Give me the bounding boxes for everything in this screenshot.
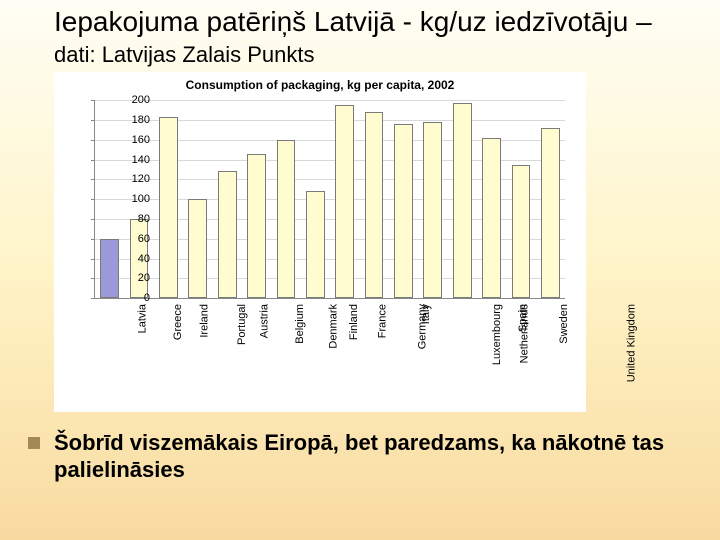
xtick-label: Italy — [421, 304, 433, 324]
slide-subtitle: dati: Latvijas Zalais Punkts — [0, 38, 720, 68]
bar — [218, 171, 237, 298]
xtick-label: United Kingdom — [626, 304, 638, 382]
xtick-label: Luxembourg — [491, 304, 503, 365]
xtick-label: Spain — [517, 304, 529, 332]
ytick-mark — [91, 298, 95, 299]
bar — [453, 103, 472, 298]
ytick-label: 200 — [122, 94, 150, 106]
ytick-label: 180 — [122, 114, 150, 126]
xtick-label: Denmark — [328, 304, 340, 349]
bullet-text: Šobrīd viszemākais Eiropā, bet paredzams… — [54, 430, 680, 483]
xtick-label: Portugal — [236, 304, 248, 345]
bar — [188, 199, 207, 298]
bar — [394, 124, 413, 298]
ytick-label: 120 — [122, 173, 150, 185]
bullet-icon — [28, 437, 40, 449]
xtick-label: France — [376, 304, 388, 338]
bar — [277, 140, 296, 298]
xtick-label: Belgium — [293, 304, 305, 344]
bar — [541, 128, 560, 298]
slide: Iepakojuma patēriņš Latvijā - kg/uz iedz… — [0, 0, 720, 483]
slide-title: Iepakojuma patēriņš Latvijā - kg/uz iedz… — [0, 6, 720, 38]
xtick-label: Ireland — [199, 304, 211, 338]
bars-group — [95, 100, 565, 298]
chart-container: Consumption of packaging, kg per capita,… — [54, 72, 586, 412]
ytick-label: 80 — [122, 213, 150, 225]
bar — [335, 105, 354, 298]
ytick-label: 100 — [122, 193, 150, 205]
bar — [159, 117, 178, 298]
bar — [423, 122, 442, 298]
bar — [100, 239, 119, 298]
bar — [306, 191, 325, 298]
xtick-label: Austria — [258, 304, 270, 338]
ytick-label: 140 — [122, 154, 150, 166]
chart-xlabels: Latvia Greece Ireland Portugal Austria Belgiu… — [94, 300, 564, 400]
xtick-label: Finland — [348, 304, 360, 340]
bar — [365, 112, 384, 298]
ytick-label: 40 — [122, 253, 150, 265]
ytick-label: 20 — [122, 272, 150, 284]
bar — [247, 154, 266, 299]
ytick-label: 60 — [122, 233, 150, 245]
bullet-item: Šobrīd viszemākais Eiropā, bet paredzams… — [0, 412, 720, 483]
bar — [512, 165, 531, 299]
bar — [482, 138, 501, 298]
xtick-label: Latvia — [136, 304, 148, 333]
xtick-label: Greece — [172, 304, 184, 340]
chart-title: Consumption of packaging, kg per capita,… — [54, 72, 586, 92]
chart-plot-area — [94, 100, 565, 299]
xtick-label: Sweden — [558, 304, 570, 344]
ytick-label: 160 — [122, 134, 150, 146]
